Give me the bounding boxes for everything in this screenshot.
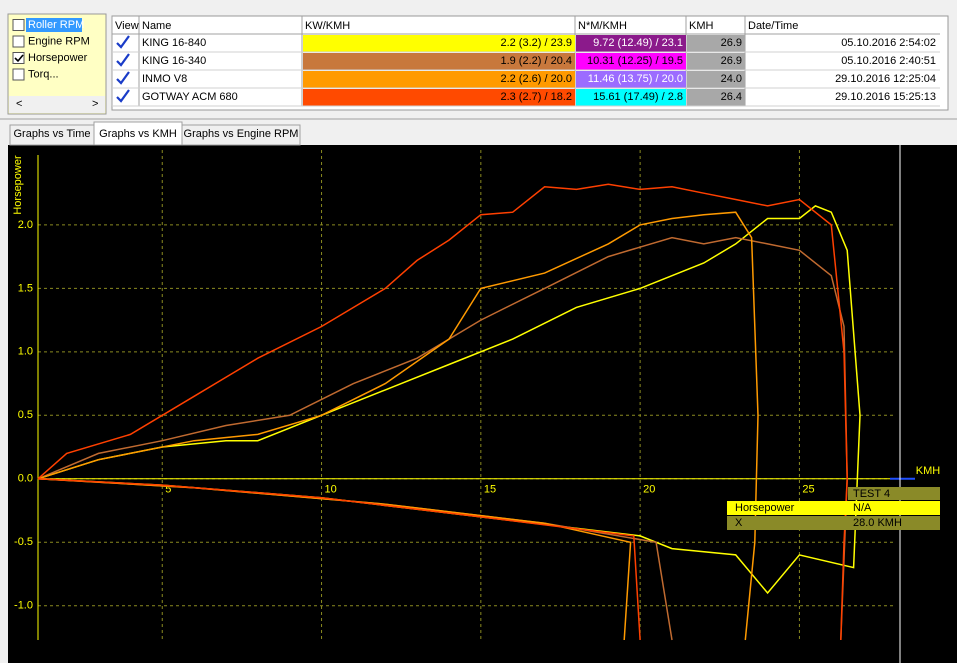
column-header: N*M/KMH [578, 20, 627, 32]
x-tick-label: 15 [484, 484, 496, 496]
nm-value: 11.46 (13.75) / 20.0 [588, 73, 683, 85]
column-header: Name [142, 20, 171, 32]
column-header: Date/Time [748, 20, 798, 32]
tab[interactable] [181, 124, 301, 146]
item-label[interactable]: Roller RPM [28, 19, 84, 31]
cursor-title: TEST 4 [853, 488, 890, 500]
kw-cell [303, 89, 575, 106]
item-label[interactable]: Engine RPM [28, 35, 90, 47]
plot-background [8, 145, 957, 663]
kmh-value: 24.0 [721, 73, 742, 85]
nm-cell [576, 35, 686, 52]
kmh-value: 26.9 [721, 55, 742, 67]
kmh-cell [687, 35, 745, 52]
series-line [37, 183, 848, 641]
nm-value: 10.31 (12.25) / 19.5 [587, 55, 683, 67]
y-tick-label: 1.0 [18, 346, 33, 358]
cursor-value: 28.0 KMH [853, 517, 902, 529]
checkbox[interactable] [12, 19, 25, 31]
y-tick-label: -1.0 [14, 600, 33, 612]
kmh-cell [687, 71, 745, 88]
checkbox[interactable] [12, 52, 25, 64]
name-cell: KING 16-340 [142, 55, 206, 67]
cursor-row-bg [727, 501, 940, 515]
item-label[interactable]: Torq... [28, 68, 59, 80]
name-cell: GOTWAY ACM 680 [142, 91, 238, 103]
kmh-cell [687, 89, 745, 106]
tab-label[interactable]: Graphs vs Engine RPM [184, 128, 299, 140]
name-cell: KING 16-840 [142, 37, 206, 49]
view-check[interactable] [116, 89, 130, 103]
scroll-left: < [16, 98, 22, 110]
date-value: 29.10.2016 12:25:04 [835, 73, 936, 85]
y-tick-label: -0.5 [14, 536, 33, 548]
cursor-key: Horsepower [735, 502, 795, 514]
check [14, 54, 24, 63]
nm-cell [576, 89, 686, 106]
name-cell: INMO V8 [142, 73, 187, 85]
date-value: 29.10.2016 15:25:13 [835, 91, 936, 103]
nm-cell [576, 71, 686, 88]
date-value: 05.10.2016 2:40:51 [841, 55, 936, 67]
y-tick-label: 1.5 [18, 282, 33, 294]
scroll-right: > [92, 98, 98, 110]
y-tick-label: 2.0 [18, 219, 33, 231]
y-tick-label: 0.5 [18, 409, 33, 421]
x-tick-label: 20 [643, 484, 655, 496]
kw-value: 2.3 (2.7) / 18.2 [500, 91, 572, 103]
x-tick-label: 10 [325, 484, 337, 496]
checkbox[interactable] [12, 35, 25, 48]
kw-cell [303, 71, 575, 88]
nm-cell [576, 53, 686, 70]
y-tick-label: 0.0 [18, 473, 33, 485]
y-axis-label: Horsepower [12, 155, 24, 215]
kw-cell [303, 35, 575, 52]
cursor-row-bg [727, 516, 940, 530]
checkbox[interactable] [12, 68, 25, 81]
tab-label[interactable]: Graphs vs KMH [99, 128, 177, 140]
nm-value: 9.72 (12.49) / 23.1 [593, 37, 683, 49]
kw-value: 2.2 (2.6) / 20.0 [500, 73, 572, 85]
kw-value: 2.2 (3.2) / 23.9 [500, 37, 572, 49]
scrollbar[interactable] [9, 96, 105, 113]
series-line [37, 205, 861, 595]
column-header: KW/KMH [305, 20, 350, 32]
view-check[interactable] [116, 71, 130, 85]
item-label[interactable]: Horsepower [28, 52, 88, 64]
date-value: 05.10.2016 2:54:02 [841, 37, 936, 49]
nm-value: 15.61 (17.49) / 2.8 [593, 91, 683, 103]
kmh-value: 26.9 [721, 37, 742, 49]
view-check[interactable] [116, 53, 130, 67]
kw-value: 1.9 (2.2) / 20.4 [500, 55, 572, 67]
tab-label[interactable]: Graphs vs Time [13, 128, 90, 140]
selection [26, 18, 82, 32]
x-axis-label: KMH [916, 465, 941, 477]
x-tick-label: 5 [165, 484, 171, 496]
kmh-value: 26.4 [721, 91, 742, 103]
x-tick-label: 25 [802, 484, 814, 496]
cursor-title-bg [848, 487, 940, 500]
kw-cell [303, 53, 575, 70]
kmh-cell [687, 53, 745, 70]
cursor-value: N/A [853, 502, 872, 514]
column-header: KMH [689, 20, 714, 32]
view-check[interactable] [116, 35, 130, 49]
column-header: View [115, 20, 139, 32]
cursor-key: X [735, 517, 743, 529]
